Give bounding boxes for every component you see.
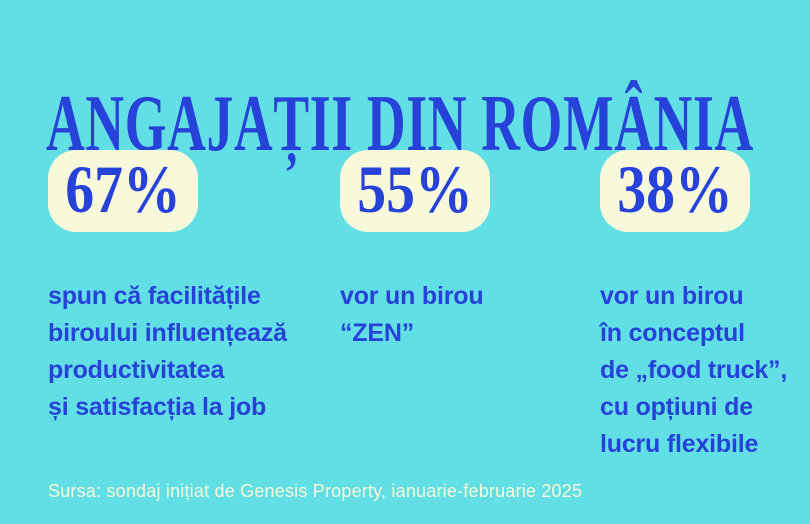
stat-value-1: 67% (65, 151, 181, 227)
stat-column-3: 38% vor un birou în conceptul de „food t… (600, 150, 810, 463)
stat-card-1: 67% (48, 150, 198, 232)
stat-value-3: 38% (617, 151, 733, 227)
stat-description-2: vor un birou “ZEN” (340, 282, 484, 347)
stat-card-2: 55% (340, 150, 490, 232)
stat-column-2: 55% vor un birou “ZEN” (340, 150, 585, 352)
stat-card-3: 38% (600, 150, 750, 232)
stat-description-1: spun că facilitățile biroului influențea… (48, 282, 287, 421)
source-note: Sursa: sondaj inițiat de Genesis Propert… (48, 481, 583, 501)
stat-column-1: 67% spun că facilitățile biroului influe… (48, 150, 328, 426)
stat-description-3: vor un birou în conceptul de „food truck… (600, 282, 788, 458)
stat-value-2: 55% (357, 151, 473, 227)
